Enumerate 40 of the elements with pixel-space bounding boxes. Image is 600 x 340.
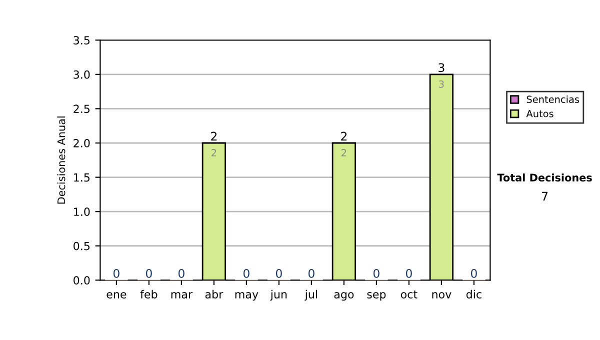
total-label: 3 <box>438 63 444 72</box>
y-tick-label: 2.5 <box>74 104 90 114</box>
x-tick-label: dic <box>466 290 482 298</box>
data-label: 2 <box>342 149 346 156</box>
x-tick-label: jul <box>304 290 318 301</box>
x-tick-label: ene <box>106 292 126 298</box>
total-label: 0 <box>406 268 412 278</box>
y-tick-label: 1.5 <box>74 173 90 182</box>
y-tick-label: 0.0 <box>74 276 90 285</box>
y-axis-title: Decisiones Anual <box>57 116 66 204</box>
y-tick-label: 0.5 <box>74 242 90 250</box>
x-tick-label: sep <box>367 292 386 301</box>
x-tick-label: oct <box>400 290 418 298</box>
y-tick-label: 3.0 <box>74 70 90 79</box>
y-tick-label: 1.0 <box>74 208 90 216</box>
total-label: 2 <box>211 132 217 141</box>
x-tick-label: feb <box>140 290 158 298</box>
total-label: 0 <box>113 268 120 278</box>
total-label: 0 <box>243 268 250 278</box>
x-tick-label: jun <box>270 290 287 301</box>
data-label: 2 <box>212 149 216 156</box>
data-label: 3 <box>439 80 444 88</box>
legend-label: Autos <box>526 110 554 118</box>
total-label: 0 <box>276 268 282 278</box>
text: 7 <box>542 192 548 200</box>
x-tick-label: nov <box>432 292 452 298</box>
text: Total Decisiones <box>497 173 592 182</box>
total-label: 0 <box>146 268 152 278</box>
y-tick-label: 2.0 <box>74 138 90 148</box>
total-label: 0 <box>470 268 477 278</box>
legend-label: Sentencias <box>526 95 580 104</box>
total-label: 2 <box>341 132 347 141</box>
total-label: 0 <box>178 268 184 278</box>
x-tick-label: abr <box>205 290 224 298</box>
x-tick-label: mar <box>171 292 193 298</box>
x-tick-label: ago <box>334 292 354 301</box>
total-label: 0 <box>373 268 380 278</box>
total-label: 0 <box>308 268 314 278</box>
x-tick-label: may <box>235 292 258 301</box>
y-tick-label: 3.5 <box>74 36 90 44</box>
